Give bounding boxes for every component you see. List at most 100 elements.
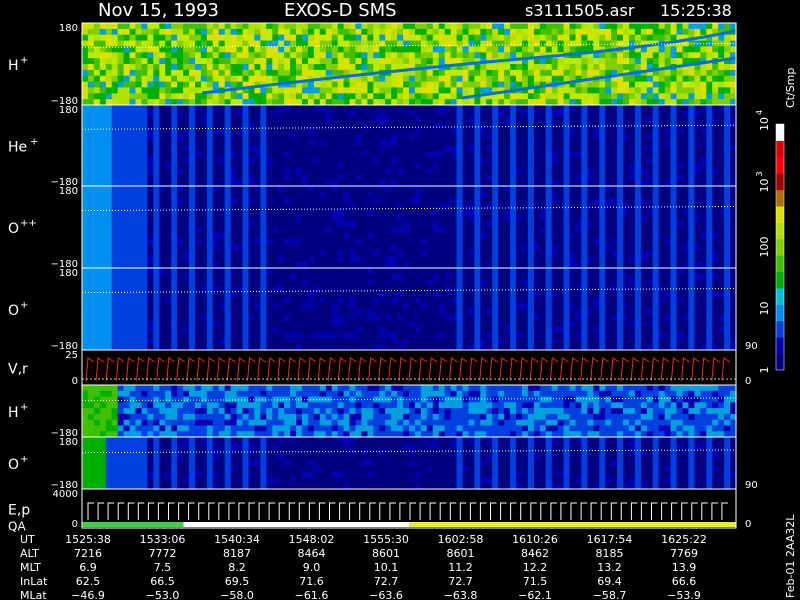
ephem-cell: −63.8 <box>444 589 478 600</box>
charge-label-1: + <box>30 137 38 148</box>
ephem-cell: 9.0 <box>303 561 321 574</box>
species-label-4: V,r <box>8 362 28 378</box>
ephem-cell: 1625:22 <box>661 533 707 546</box>
ephem-cell: 8462 <box>521 547 549 560</box>
colorbar-swatch <box>776 206 784 223</box>
ephem-cell: 69.4 <box>597 575 622 588</box>
colorbar-swatch <box>776 271 784 289</box>
charge-label-0: + <box>20 55 28 66</box>
ephem-cell: 1555:30 <box>363 533 409 546</box>
ymin-label-7: 0 <box>72 519 78 530</box>
ymax-label-6: 180 <box>59 437 78 448</box>
header-instrument: EXOS-D SMS <box>284 0 397 21</box>
ephem-cell: 71.6 <box>299 575 324 588</box>
colorbar-swatch <box>776 320 784 338</box>
colorbar-tick-2: 100 <box>758 237 771 258</box>
panel-7: 4000 0 E,pQA 0 <box>8 488 751 534</box>
ephem-cell: 8187 <box>223 547 251 560</box>
panel-6: 180 −180 O +90 <box>8 436 758 491</box>
species-label-5: H <box>8 405 19 421</box>
colorbar-tick-1: 10 <box>758 302 771 316</box>
ephem-cell: 7772 <box>149 547 177 560</box>
ymin-label-3: −180 <box>51 341 78 352</box>
ephem-cell: 7216 <box>74 547 102 560</box>
ephem-cell: 13.2 <box>597 561 622 574</box>
ymin-label-2: −180 <box>51 259 78 270</box>
ephem-cell: 8.2 <box>228 561 246 574</box>
qa-segment-0 <box>82 522 184 527</box>
ymax-label-0: 180 <box>59 23 78 34</box>
ephem-cell: −63.6 <box>369 589 403 600</box>
species-label-7: E,p <box>8 503 30 519</box>
qa-segment-1 <box>183 522 409 527</box>
colorbar-swatch <box>776 353 784 371</box>
ephem-row-label: InLat <box>20 575 48 588</box>
colorbar-swatch <box>776 337 784 355</box>
species-label-6: O <box>8 457 19 473</box>
colorbar-unit: Ct/Smp <box>784 68 797 108</box>
right-label-6: 90 <box>745 480 758 491</box>
panel-5: −180 H + <box>8 384 737 439</box>
species2-label-7: QA <box>8 520 26 534</box>
ephem-cell: 1525:38 <box>65 533 111 546</box>
colorbar-tick-sup-3: 3 <box>755 171 764 176</box>
colorbar-swatch <box>776 288 784 305</box>
ephem-cell: 66.6 <box>672 575 697 588</box>
colorbar-swatch <box>776 189 784 207</box>
qa-segment-2 <box>409 522 736 527</box>
ephem-cell: −61.6 <box>295 589 329 600</box>
ymin-label-5: −180 <box>51 428 78 439</box>
ephem-row-label: ALT <box>20 547 39 560</box>
ymin-label-6: −180 <box>51 480 78 491</box>
colorbar-swatch <box>776 304 784 322</box>
species-label-1: He <box>8 140 27 156</box>
ephem-cell: −53.9 <box>667 589 701 600</box>
ephem-cell: 8185 <box>596 547 624 560</box>
ephem-cell: 71.5 <box>523 575 548 588</box>
colorbar-tick-3: 10 <box>758 179 771 193</box>
ephem-cell: 69.5 <box>225 575 250 588</box>
species-label-2: O <box>8 221 19 237</box>
ymin-label-4: 0 <box>72 376 78 387</box>
ephem-cell: 1540:34 <box>214 533 260 546</box>
right-label-7: 0 <box>745 519 751 530</box>
ephem-cell: −58.7 <box>593 589 627 600</box>
right-label-4: 0 <box>745 376 751 387</box>
ephem-cell: 72.7 <box>374 575 399 588</box>
ephem-cell: 1548:02 <box>289 533 335 546</box>
ephem-row-label: MLT <box>20 561 41 574</box>
ymax-label-7: 4000 <box>53 489 78 500</box>
ephem-cell: 66.5 <box>150 575 175 588</box>
ymax-label-1: 180 <box>59 105 78 116</box>
ephem-cell: 8464 <box>298 547 326 560</box>
ephem-row-label: UT <box>20 533 35 546</box>
ephem-cell: 7769 <box>670 547 698 560</box>
ymax-label-3: 180 <box>59 268 78 279</box>
colorbar-swatch <box>776 156 784 174</box>
colorbar: Ct/Smp 1 10 100 10 3 10 4 <box>755 68 797 374</box>
panel-3: 180 −180 O +90 <box>8 267 758 352</box>
panel-0: 180 −180 H + <box>8 22 737 107</box>
ephem-cell: 72.7 <box>448 575 473 588</box>
ephem-cell: 10.1 <box>374 561 399 574</box>
side-label: Feb-01 2AA32L <box>784 514 797 598</box>
ephem-cell: 1602:58 <box>438 533 484 546</box>
ephem-cell: 1533:06 <box>140 533 186 546</box>
ephem-cell: 11.2 <box>448 561 473 574</box>
charge-label-3: + <box>20 300 28 311</box>
ephem-cell: −46.9 <box>71 589 105 600</box>
species-label-3: O <box>8 303 19 319</box>
ephem-cell: −62.1 <box>518 589 552 600</box>
charge-label-6: + <box>20 454 28 465</box>
colorbar-swatch <box>776 238 784 256</box>
ephem-cell: −53.0 <box>146 589 180 600</box>
panel-4: 25 0 V,r 0 <box>8 349 751 387</box>
plot-header: Nov 15, 1993 EXOS-D SMS s3111505.asr 15:… <box>98 0 732 21</box>
colorbar-tick-0: 1 <box>758 367 771 374</box>
ephem-row-label: MLat <box>20 589 47 600</box>
header-time: 15:25:38 <box>660 1 732 20</box>
species-label-0: H <box>8 58 19 74</box>
panel-1: 180 −180 He + <box>8 104 737 188</box>
